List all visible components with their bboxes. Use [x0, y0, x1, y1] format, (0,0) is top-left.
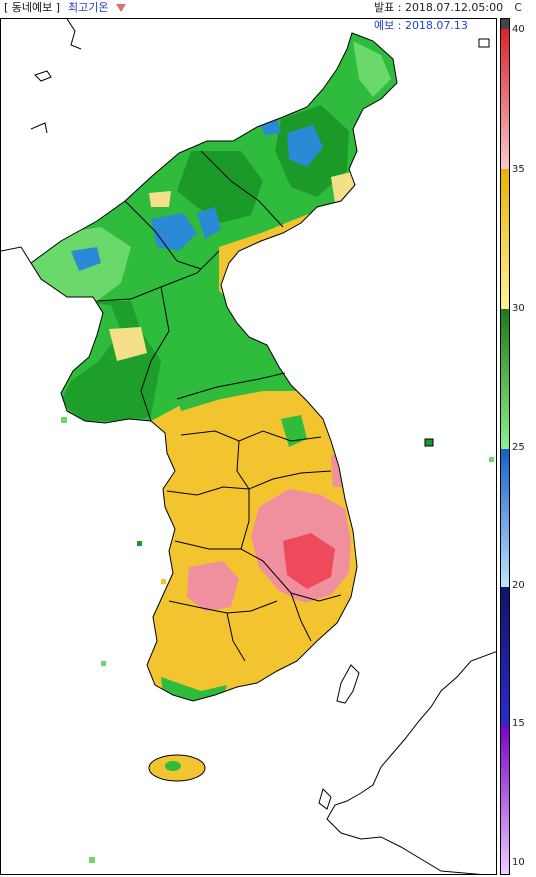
unit-label: C	[514, 1, 522, 14]
triangle-down-icon[interactable]	[116, 4, 126, 12]
header-bar: [ 동네예보 ] 최고기온 발표 : 2018.07.12.05:00 C	[0, 0, 536, 18]
forecast-type-label: [ 동네예보 ]	[4, 1, 61, 14]
issued-time-label: 발표 : 2018.07.12.05:00	[374, 1, 504, 14]
legend-tick-20: 20	[512, 580, 525, 591]
legend-tick-30: 30	[512, 303, 525, 314]
temperature-map	[0, 18, 497, 875]
forecast-date-label: 예보 : 2018.07.13	[374, 19, 468, 32]
legend-tick-35: 35	[512, 164, 525, 175]
color-legend-bar	[500, 18, 510, 875]
map-canvas	[1, 19, 496, 874]
element-select-label[interactable]: 최고기온	[68, 1, 109, 14]
legend-tick-40: 40	[512, 24, 525, 35]
legend-tick-10: 10	[512, 857, 525, 868]
legend-tick-15: 15	[512, 718, 525, 729]
legend-tick-25: 25	[512, 442, 525, 453]
